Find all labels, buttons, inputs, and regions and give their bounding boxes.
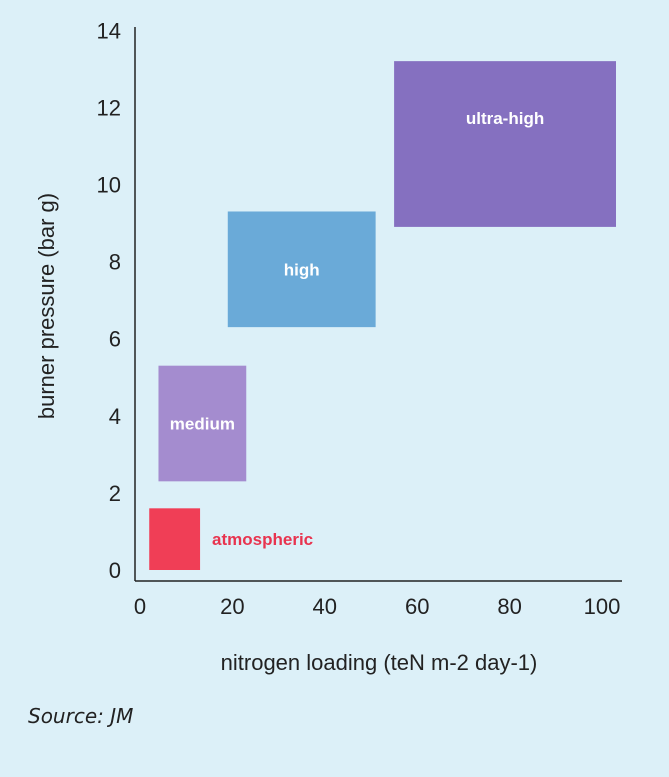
- y-tick-label: 14: [97, 18, 121, 43]
- region-high-box: [227, 211, 376, 328]
- y-tick-label: 8: [109, 250, 121, 275]
- region-medium-box: [158, 365, 247, 482]
- region-atmospheric-label: atmospheric: [212, 530, 313, 549]
- y-tick-label: 12: [97, 95, 121, 120]
- x-axis-label: nitrogen loading (teN m-2 day-1): [221, 650, 538, 675]
- y-ticks: 0 2 4 6 8 10 12 14: [97, 18, 121, 583]
- region-high-label: high: [284, 260, 320, 279]
- region-medium-label: medium: [170, 415, 235, 434]
- x-tick-label: 100: [584, 594, 621, 619]
- region-ultra-high-box: [394, 61, 616, 227]
- x-tick-label: 40: [313, 594, 337, 619]
- x-tick-label: 20: [220, 594, 244, 619]
- x-tick-label: 60: [405, 594, 429, 619]
- y-tick-label: 2: [109, 481, 121, 506]
- regions: atmospheric medium high ultra-high: [149, 61, 616, 570]
- y-tick-label: 4: [109, 404, 121, 429]
- y-tick-label: 0: [109, 558, 121, 583]
- y-axis-label: burner pressure (bar g): [34, 193, 59, 419]
- x-ticks: 0 20 40 60 80 100: [134, 594, 620, 619]
- y-tick-label: 10: [97, 173, 121, 198]
- source-note: Source: JM: [28, 704, 134, 728]
- x-tick-label: 80: [497, 594, 521, 619]
- y-tick-label: 6: [109, 327, 121, 352]
- region-atmospheric-box: [149, 508, 201, 570]
- chart: 0 2 4 6 8 10 12 14 0 20 40 60 80 100 atmospheric medi…: [34, 18, 622, 675]
- x-tick-label: 0: [134, 594, 146, 619]
- region-ultra-high-label: ultra-high: [466, 109, 544, 128]
